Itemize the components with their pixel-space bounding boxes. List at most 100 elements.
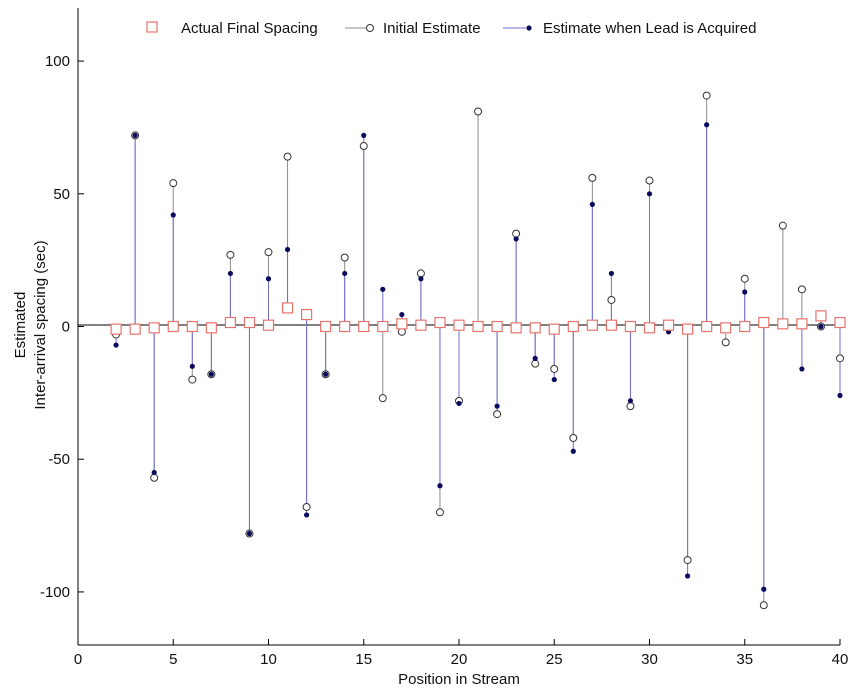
acquired-estimate-point xyxy=(494,403,500,409)
initial-estimate-point xyxy=(797,285,806,294)
initial-estimate-point xyxy=(836,354,844,363)
initial-estimate-point xyxy=(416,269,425,278)
acquired-estimate-point xyxy=(151,469,157,476)
y-axis-ticks: -100 -50 0 50 100 xyxy=(40,53,84,601)
initial-estimate-point xyxy=(264,248,273,257)
acquired-estimate-point xyxy=(284,246,291,253)
y-axis-title-line2: Inter-arrival spacing (sec) xyxy=(32,240,49,409)
acquired-estimate-point xyxy=(189,363,195,369)
actual-spacing-point xyxy=(643,322,656,334)
x-axis-ticks: 0 5 10 15 20 25 30 35 40 xyxy=(74,639,848,668)
actual-spacing-point xyxy=(377,320,389,333)
y-tick-label: 50 xyxy=(53,186,70,203)
actual-spacing-point xyxy=(301,308,313,321)
actual-spacing-point xyxy=(491,320,503,333)
actual-spacing-point xyxy=(739,320,751,333)
actual-spacing-point xyxy=(110,323,122,335)
acquired-estimate-point xyxy=(323,371,329,377)
actual-spacing-point xyxy=(548,323,560,335)
x-tick-label: 15 xyxy=(355,651,372,668)
actual-spacing-point xyxy=(624,320,637,333)
actual-spacing-point xyxy=(605,319,618,331)
actual-spacing-point xyxy=(167,320,179,333)
actual-spacing-point xyxy=(567,320,579,333)
acquired-estimate-point xyxy=(551,376,557,383)
actual-spacing-point xyxy=(720,322,732,334)
acquired-estimate-point xyxy=(685,573,691,579)
initial-estimate-point xyxy=(588,173,597,182)
acquired-estimate-point xyxy=(742,289,748,295)
acquired-estimate-point xyxy=(818,323,824,330)
acquired-estimate-point xyxy=(132,132,138,138)
actual-spacing-point xyxy=(834,316,846,329)
x-tick-label: 40 xyxy=(832,651,848,668)
acquired-estimate-point xyxy=(532,355,538,361)
x-tick-label: 20 xyxy=(451,651,468,668)
legend-initial-marker xyxy=(366,24,374,32)
actual-spacing-point xyxy=(701,320,713,333)
actual-spacing-point xyxy=(262,319,275,331)
initial-estimate-point xyxy=(740,274,749,283)
acquired-estimate-point xyxy=(246,530,253,537)
acquired-estimate-point xyxy=(608,270,615,277)
actual-spacing-point xyxy=(662,319,675,331)
initial-estimate-point xyxy=(474,107,483,116)
initial-estimate-point xyxy=(721,338,730,347)
actual-spacing-point xyxy=(681,323,694,335)
initial-estimate-point xyxy=(531,359,540,368)
acquired-estimate-point xyxy=(304,512,310,518)
acquired-estimate-point xyxy=(704,122,710,128)
actual-spacing-point xyxy=(186,320,198,333)
initial-estimate-point xyxy=(683,556,692,565)
y-tick-label: -100 xyxy=(40,584,70,601)
legend-actual-swatch xyxy=(146,21,158,33)
acquired-estimate-point xyxy=(227,270,233,277)
initial-estimate-point xyxy=(493,410,502,419)
x-tick-label: 35 xyxy=(736,651,753,668)
initial-estimate-point xyxy=(702,91,711,100)
actual-spacing-point xyxy=(777,318,789,330)
actual-spacing-point xyxy=(434,316,446,329)
acquired-estimate-point xyxy=(437,483,443,489)
actual-spacing-point xyxy=(758,316,770,329)
acquired-estimate-point xyxy=(208,371,214,377)
initial-estimate-point xyxy=(550,364,559,373)
x-tick-label: 30 xyxy=(641,651,658,668)
x-axis-title: Position in Stream xyxy=(398,671,520,688)
acquired-estimate-point xyxy=(342,270,348,277)
y-tick-label: 100 xyxy=(45,53,70,70)
acquired-estimate-point xyxy=(761,586,767,592)
initial-estimate-point xyxy=(626,402,635,411)
initial-estimate-point xyxy=(302,502,311,511)
actual-spacing-point xyxy=(396,318,408,330)
initial-estimate-point xyxy=(759,601,768,610)
acquired-estimate-point xyxy=(513,236,519,242)
actual-spacing-point xyxy=(205,322,217,334)
acquired-estimate-point xyxy=(113,342,119,348)
initial-estimate-point xyxy=(283,152,292,161)
legend-initial-label: Initial Estimate xyxy=(383,20,481,37)
acquired-estimate-point xyxy=(646,191,653,197)
acquired-estimate-point xyxy=(627,398,634,404)
acquired-estimate-point xyxy=(456,400,462,407)
initial-estimate-point xyxy=(778,221,787,230)
legend-acquired-marker xyxy=(526,25,532,31)
x-tick-label: 25 xyxy=(546,651,563,668)
actual-spacing-point xyxy=(358,320,370,333)
legend: Actual Final Spacing Initial Estimate Es… xyxy=(146,20,756,37)
actual-spacing-point xyxy=(415,319,427,331)
y-axis-title-line1: Estimated xyxy=(12,292,29,359)
actual-spacing-point xyxy=(320,320,332,333)
actual-spacing-point xyxy=(529,322,541,334)
acquired-estimate-point xyxy=(380,286,386,292)
initial-estimate-point xyxy=(226,250,235,259)
actual-spacing-point xyxy=(148,322,160,334)
initial-estimate-point xyxy=(645,176,654,185)
actual-spacing-point xyxy=(339,320,351,333)
acquired-estimate-point xyxy=(265,276,272,282)
x-tick-label: 5 xyxy=(169,651,177,668)
initial-estimate-point xyxy=(340,253,349,262)
initial-estimate-point xyxy=(188,375,197,384)
actual-spacing-point xyxy=(129,323,141,335)
